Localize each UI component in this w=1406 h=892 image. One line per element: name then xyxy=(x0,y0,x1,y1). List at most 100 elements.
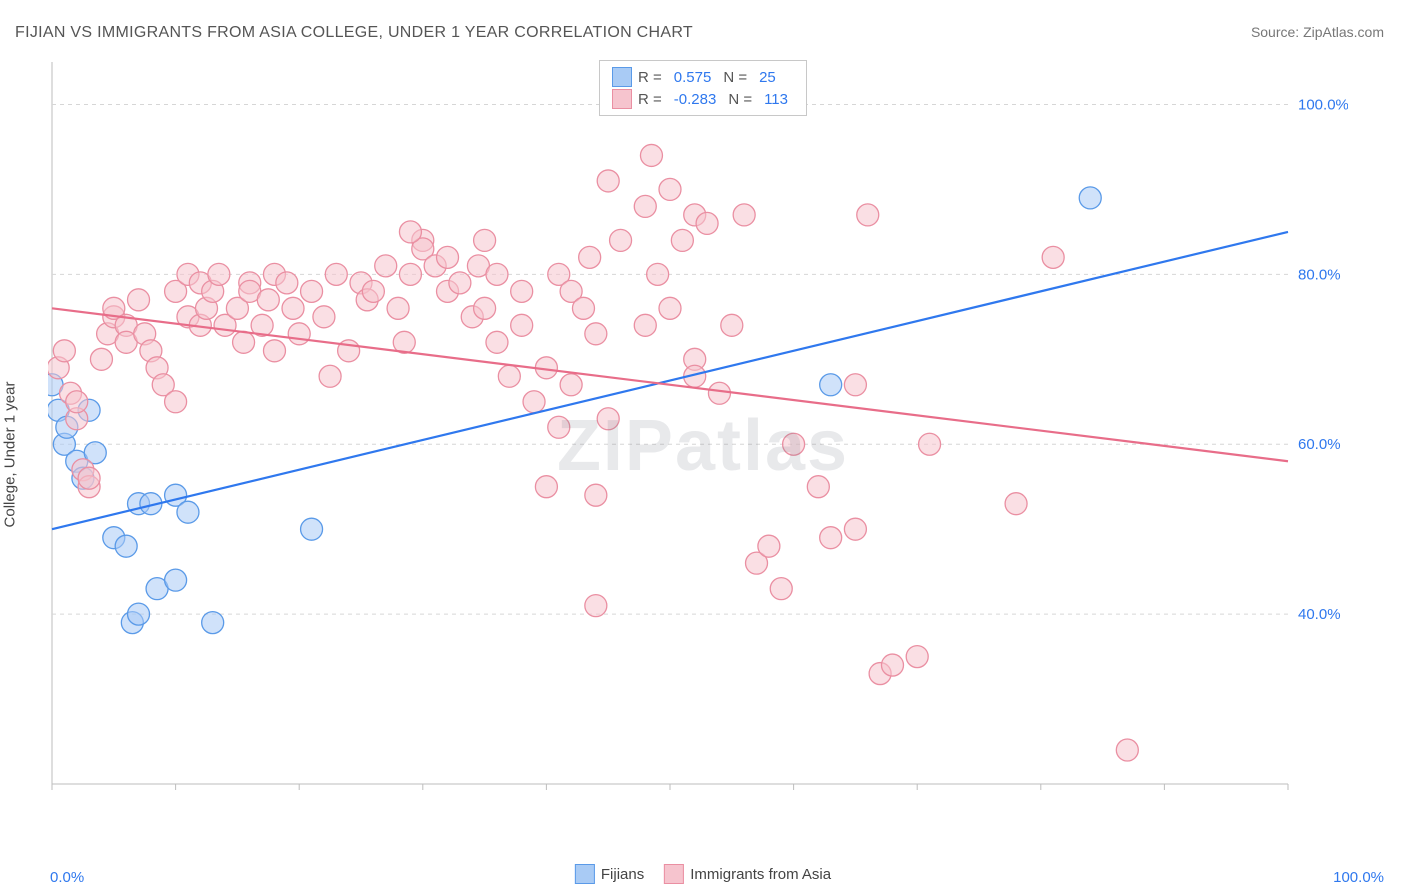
data-point xyxy=(560,374,582,396)
data-point xyxy=(1005,493,1027,515)
stats-row-asia: R = -0.283 N = 113 xyxy=(612,89,794,109)
data-point xyxy=(399,263,421,285)
data-point xyxy=(53,340,75,362)
data-point xyxy=(301,280,323,302)
n-label: N = xyxy=(723,69,747,86)
data-point xyxy=(585,595,607,617)
n-value-pink: 113 xyxy=(758,91,794,108)
data-point xyxy=(919,433,941,455)
y-tick-label: 40.0% xyxy=(1298,606,1341,623)
swatch-pink xyxy=(612,89,632,109)
data-point xyxy=(708,382,730,404)
data-point xyxy=(362,280,384,302)
data-point xyxy=(474,297,496,319)
data-point xyxy=(597,170,619,192)
data-point xyxy=(758,535,780,557)
data-point xyxy=(177,501,199,523)
data-point xyxy=(807,476,829,498)
scatter-chart: 40.0% 60.0% 80.0% 100.0% xyxy=(48,58,1348,814)
y-tick-label: 80.0% xyxy=(1298,266,1341,283)
data-point xyxy=(634,314,656,336)
data-point xyxy=(820,374,842,396)
data-point xyxy=(585,323,607,345)
data-point xyxy=(66,391,88,413)
data-point xyxy=(399,221,421,243)
stats-legend-box: R = 0.575 N = 25 R = -0.283 N = 113 xyxy=(599,60,807,116)
data-point xyxy=(597,408,619,430)
data-point xyxy=(276,272,298,294)
trend-line-blue xyxy=(52,232,1288,529)
data-point xyxy=(721,314,743,336)
data-point xyxy=(671,229,693,251)
data-point xyxy=(288,323,310,345)
stats-row-fijians: R = 0.575 N = 25 xyxy=(612,67,794,87)
chart-title: FIJIAN VS IMMIGRANTS FROM ASIA COLLEGE, … xyxy=(15,24,693,42)
data-point xyxy=(659,178,681,200)
data-point xyxy=(610,229,632,251)
data-point xyxy=(325,263,347,285)
data-point xyxy=(449,272,471,294)
y-tick-label: 100.0% xyxy=(1298,96,1348,113)
legend-item-fijians: Fijians xyxy=(575,864,644,884)
data-point xyxy=(90,348,112,370)
data-point xyxy=(511,280,533,302)
data-point xyxy=(474,229,496,251)
data-point xyxy=(498,365,520,387)
data-point xyxy=(263,340,285,362)
data-point xyxy=(375,255,397,277)
data-point xyxy=(115,535,137,557)
data-point xyxy=(535,476,557,498)
data-point xyxy=(128,289,150,311)
data-point xyxy=(696,212,718,234)
data-point xyxy=(486,263,508,285)
data-point xyxy=(282,297,304,319)
data-point xyxy=(387,297,409,319)
data-point xyxy=(165,569,187,591)
source-credit: Source: ZipAtlas.com xyxy=(1251,24,1384,40)
data-point xyxy=(770,578,792,600)
data-point xyxy=(313,306,335,328)
data-point xyxy=(1079,187,1101,209)
n-label: N = xyxy=(728,91,752,108)
data-point xyxy=(733,204,755,226)
data-point xyxy=(233,331,255,353)
data-point xyxy=(647,263,669,285)
swatch-blue xyxy=(612,67,632,87)
swatch-blue xyxy=(575,864,595,884)
data-point xyxy=(572,297,594,319)
y-axis-label: College, Under 1 year xyxy=(2,382,19,528)
r-label: R = xyxy=(638,91,662,108)
data-point xyxy=(128,603,150,625)
data-point xyxy=(202,612,224,634)
data-point xyxy=(301,518,323,540)
data-point xyxy=(634,195,656,217)
data-point xyxy=(659,297,681,319)
data-point xyxy=(319,365,341,387)
swatch-pink xyxy=(664,864,684,884)
data-point xyxy=(820,527,842,549)
legend-label-fijians: Fijians xyxy=(601,866,644,883)
n-value-blue: 25 xyxy=(753,69,782,86)
x-axis-min-label: 0.0% xyxy=(50,869,84,886)
data-point xyxy=(511,314,533,336)
data-point xyxy=(585,484,607,506)
y-tick-label: 60.0% xyxy=(1298,436,1341,453)
data-point xyxy=(844,374,866,396)
data-point xyxy=(640,144,662,166)
plot-area: 40.0% 60.0% 80.0% 100.0% xyxy=(48,58,1348,814)
x-axis-max-label: 100.0% xyxy=(1333,869,1384,886)
bottom-legend: Fijians Immigrants from Asia xyxy=(575,864,831,884)
data-point xyxy=(548,416,570,438)
data-point xyxy=(78,467,100,489)
data-point xyxy=(906,646,928,668)
data-point xyxy=(165,391,187,413)
data-point xyxy=(257,289,279,311)
data-point xyxy=(1042,246,1064,268)
data-point xyxy=(857,204,879,226)
legend-item-asia: Immigrants from Asia xyxy=(664,864,831,884)
data-point xyxy=(1116,739,1138,761)
data-point xyxy=(523,391,545,413)
r-label: R = xyxy=(638,69,662,86)
data-point xyxy=(486,331,508,353)
data-point xyxy=(881,654,903,676)
